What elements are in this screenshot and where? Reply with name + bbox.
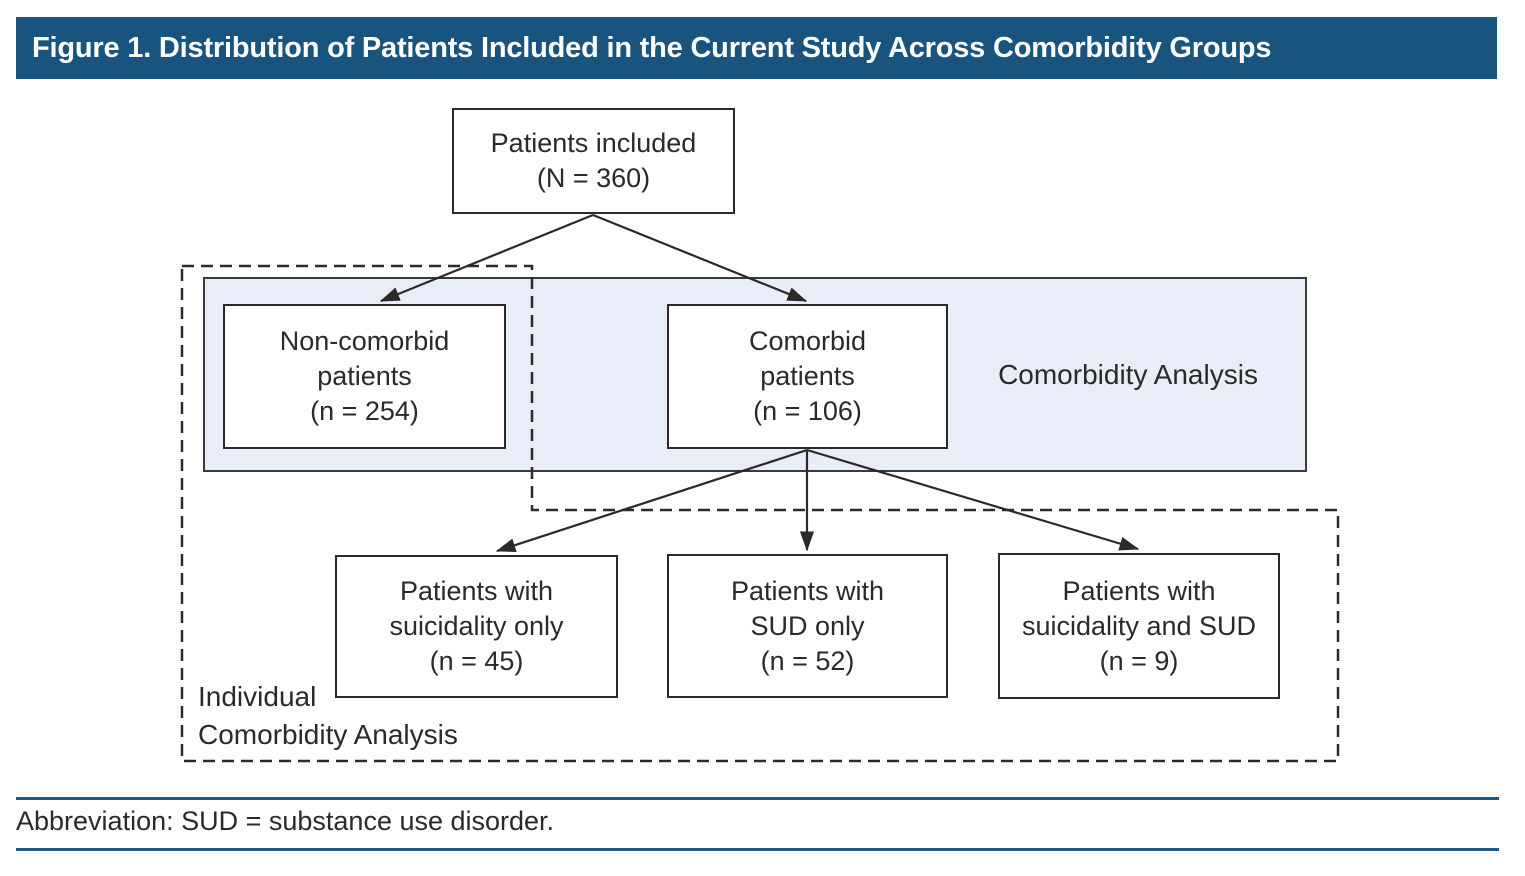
individual-analysis-dashed-outline [180, 264, 1340, 763]
arrow-root-to-noncomorbid [379, 213, 594, 303]
node-text-line: Patients with [730, 575, 885, 606]
node-suicidality-and-sud: Patients with suicidality and SUD (n = 9… [998, 553, 1280, 699]
label-text-line: Comorbidity Analysis [198, 719, 458, 750]
figure-title-bar: Figure 1. Distribution of Patients Inclu… [16, 17, 1497, 79]
node-text-line: Patients with [1062, 575, 1216, 606]
arrow-comorbid-to-suicidality-only [495, 448, 808, 553]
node-text-line: (N = 360) [536, 163, 651, 193]
node-text-line: patients [317, 361, 412, 391]
node-text-line: Patients with [399, 576, 554, 606]
node-text-line: (n = 45) [429, 646, 524, 676]
abbreviation-footnote: Abbreviation: SUD = substance use disord… [16, 806, 555, 836]
arrow-comorbid-to-suicidality-and-sud [806, 448, 1140, 551]
individual-comorbidity-analysis-label: Individual Comorbidity Analysis [198, 678, 458, 754]
footnote-top-rule [16, 797, 1499, 800]
node-suicidality-only: Patients with suicidality only (n = 45) [335, 555, 618, 698]
figure-title: Figure 1. Distribution of Patients Inclu… [32, 31, 1272, 64]
node-text-line: suicidality only [389, 611, 564, 641]
node-patients-included: Patients included (N = 360) [452, 108, 735, 214]
node-text-line: (n = 9) [1099, 645, 1179, 676]
node-text-line: (n = 52) [760, 645, 855, 676]
footnote-bottom-rule [16, 848, 1499, 851]
arrow-root-to-comorbid [592, 213, 808, 303]
node-text-line: patients [760, 361, 855, 391]
node-text-line: (n = 106) [753, 396, 862, 426]
node-non-comorbid-patients: Non-comorbid patients (n = 254) [223, 304, 506, 449]
label-text-line: Individual [198, 681, 317, 712]
node-text-line: suicidality and SUD [1021, 610, 1257, 641]
node-text-line: SUD only [750, 610, 865, 641]
node-text-line: Non-comorbid [279, 326, 450, 356]
comorbidity-analysis-label: Comorbidity Analysis [998, 359, 1258, 390]
node-text-line: (n = 254) [310, 396, 419, 426]
node-text-line: Patients included [490, 128, 697, 158]
node-comorbid-patients: Comorbid patients (n = 106) [667, 304, 948, 449]
node-sud-only: Patients with SUD only (n = 52) [667, 554, 948, 698]
node-text-line: Comorbid [748, 326, 867, 356]
